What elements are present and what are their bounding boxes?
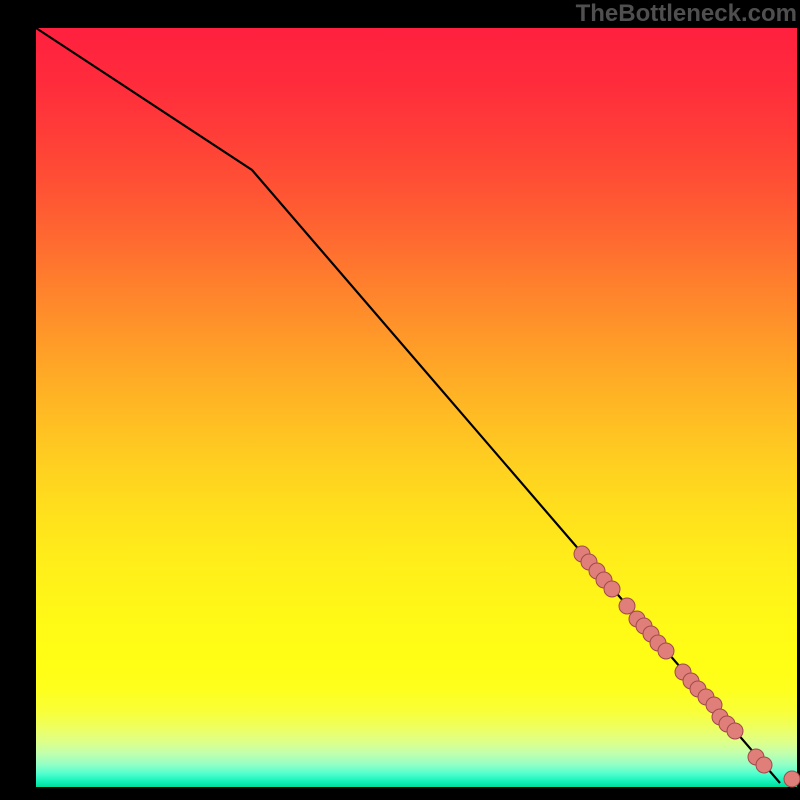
watermark-text: TheBottleneck.com (576, 0, 797, 28)
data-point (604, 581, 620, 597)
chart-stage: TheBottleneck.com (0, 0, 800, 800)
data-point (756, 757, 772, 773)
data-point (619, 598, 635, 614)
data-point (727, 723, 743, 739)
chart-svg (0, 0, 800, 800)
data-point (658, 643, 674, 659)
data-point (784, 771, 800, 787)
